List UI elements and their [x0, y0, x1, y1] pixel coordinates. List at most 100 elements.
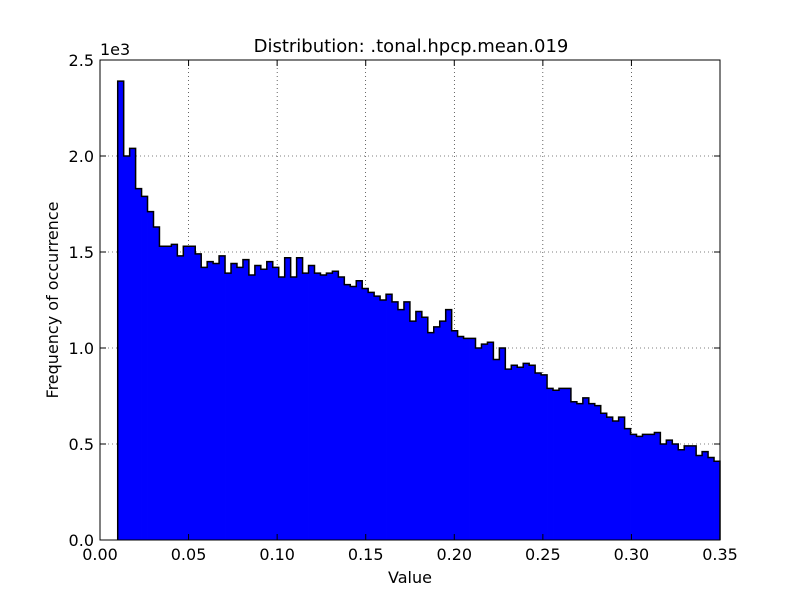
histogram-bar [672, 444, 679, 540]
x-tick-label: 0.15 [348, 545, 384, 564]
histogram-bar [558, 388, 566, 540]
histogram-bar [457, 336, 464, 540]
histogram-bar [344, 284, 351, 540]
histogram-bar [308, 265, 315, 540]
histogram-bar [314, 273, 321, 540]
histogram-bar [326, 273, 333, 540]
histogram-bar [272, 267, 280, 540]
histogram-bar [612, 420, 620, 540]
histogram-bar [403, 301, 411, 540]
histogram-bars [117, 81, 721, 541]
histogram-bar [392, 301, 399, 540]
histogram-bar [141, 196, 148, 540]
histogram-bar [445, 309, 453, 540]
y-tick-label: 0.0 [69, 531, 94, 550]
histogram-bar [177, 255, 184, 540]
histogram-bar [576, 403, 584, 540]
histogram-bar [129, 148, 137, 540]
x-tick-label: 0.20 [436, 545, 472, 564]
axis-ticks: 0.00 0.05 0.10 0.15 0.20 0.25 0.30 0.35 0.0 0.5 1.… [69, 51, 738, 564]
histogram-bar [380, 300, 387, 540]
histogram-bar [374, 296, 381, 540]
histogram-bar [481, 344, 488, 540]
histogram-bar [523, 363, 530, 540]
x-tick-label: 0.30 [614, 545, 650, 564]
histogram-bar [505, 369, 512, 540]
x-tick-label: 0.10 [259, 545, 295, 564]
histogram-bar [427, 332, 435, 540]
histogram-bar [618, 417, 625, 540]
histogram-bar [338, 276, 345, 540]
histogram-bar [564, 388, 572, 540]
histogram-bar [463, 338, 470, 540]
histogram-bar [594, 405, 602, 540]
histogram-bar [242, 259, 250, 540]
histogram-bar [260, 269, 268, 540]
histogram-bar [630, 434, 637, 540]
histogram-bar [570, 401, 578, 540]
histogram-bar [702, 451, 709, 540]
histogram-bar [320, 275, 327, 540]
histogram-bar [248, 275, 256, 540]
histogram-bar [165, 246, 172, 541]
histogram-bar [636, 436, 643, 540]
histogram-bar [600, 413, 608, 540]
histogram-bar [511, 365, 518, 540]
x-tick-label: 0.35 [702, 545, 738, 564]
histogram-bar [225, 273, 232, 540]
histogram-bar [553, 390, 560, 540]
plot-frame [99, 59, 721, 541]
histogram-bar [207, 261, 214, 540]
histogram-bar [219, 255, 226, 540]
histogram-bar [547, 388, 554, 540]
histogram-bar [469, 338, 476, 540]
histogram-bar [231, 263, 238, 540]
histogram-bar [290, 276, 298, 540]
histogram-bar [123, 156, 131, 540]
histogram-bar [696, 455, 703, 540]
histogram-bar [362, 288, 369, 540]
histogram-bar [159, 246, 166, 541]
histogram-bar [201, 267, 208, 540]
histogram-bar [284, 257, 292, 540]
histogram-bar [183, 246, 190, 541]
histogram-bar [386, 294, 393, 540]
histogram-bar [582, 397, 590, 540]
y-tick-label: 1.0 [69, 339, 94, 358]
histogram-bar [195, 253, 202, 541]
chart-title: Distribution: .tonal.hpcp.mean.019 [254, 36, 569, 57]
histogram-bar [708, 457, 715, 540]
histogram-bar [648, 434, 655, 540]
histogram-bar [397, 309, 405, 540]
histogram-bar [541, 374, 548, 540]
histogram-bar [606, 417, 614, 540]
histogram-bar [189, 246, 196, 541]
histogram-bar [535, 372, 542, 540]
y-tick-label: 0.5 [69, 435, 94, 454]
histogram-bar [684, 445, 691, 540]
histogram-bar [451, 330, 459, 540]
x-tick-label: 0.25 [525, 545, 561, 564]
histogram-bar [588, 403, 596, 540]
y-axis-label: Frequency of occurrence [43, 202, 62, 399]
histogram-bar [213, 263, 220, 540]
histogram-bar [529, 365, 536, 540]
histogram-bar [356, 280, 363, 540]
histogram-bar [153, 227, 160, 541]
histogram-bar [278, 276, 286, 540]
histogram-bar [475, 348, 482, 540]
histogram-bar [117, 81, 125, 541]
histogram-bar [302, 273, 309, 540]
histogram-bar [409, 321, 417, 540]
histogram-bar [642, 434, 649, 540]
histogram-bar [433, 326, 441, 540]
histogram-bar [266, 261, 274, 540]
histogram-bar [350, 286, 357, 540]
histogram-bar [135, 188, 142, 540]
histogram-bar [493, 359, 500, 540]
histogram-bar [415, 311, 423, 540]
x-tick-label: 0.00 [82, 545, 118, 564]
histogram-bar [690, 445, 697, 540]
y-tick-label: 2.0 [69, 147, 94, 166]
